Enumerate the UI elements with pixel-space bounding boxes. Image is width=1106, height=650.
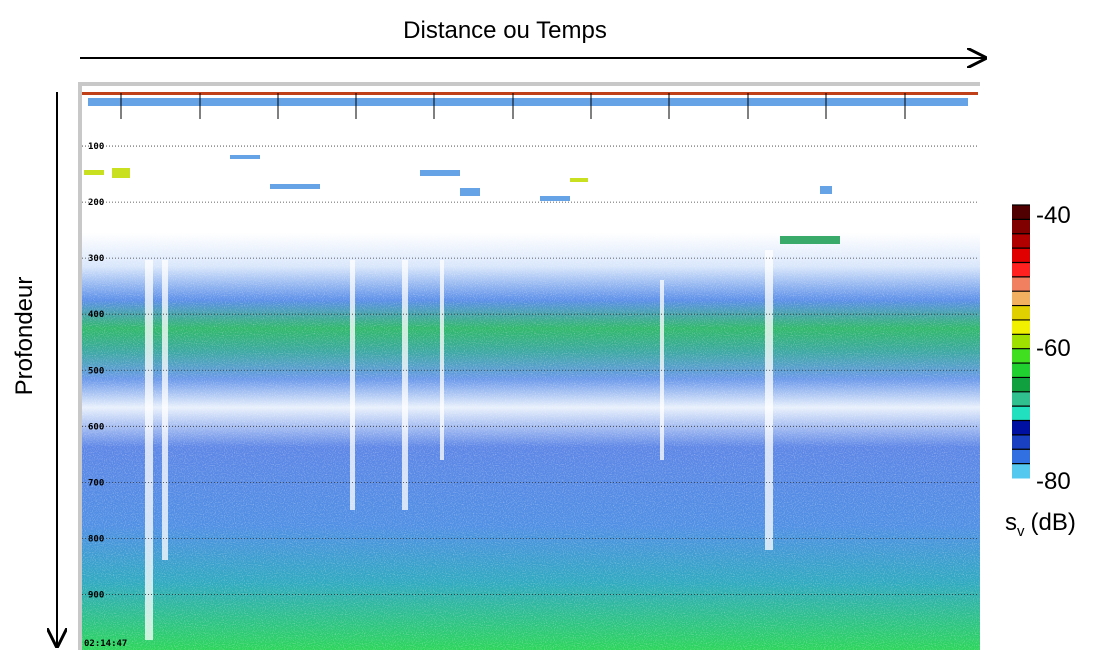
depth-label: 400 [88,310,104,320]
colorbar-swatch [1012,248,1030,263]
depth-label: 700 [88,478,104,488]
colorbar-swatch [1012,449,1030,465]
colorbar-tick-label: -80 [1036,468,1071,495]
colorbar-swatch [1012,420,1030,436]
depth-label: 300 [88,254,104,264]
x-axis-label: Distance ou Temps [403,17,607,44]
depth-label: 600 [88,422,104,432]
colorbar-tick-label: -60 [1036,335,1071,362]
depth-label: 200 [88,198,104,208]
colorbar-swatch [1012,305,1030,321]
colorbar-tick-label: -40 [1036,202,1071,229]
colorbar-swatch [1012,391,1030,407]
colorbar: -40 -60 -80 [1012,202,1071,495]
echogram [78,82,980,650]
colorbar-swatch [1012,348,1030,364]
colorbar-swatch [1012,233,1030,249]
y-axis-label: Profondeur [11,277,38,396]
colorbar-swatch [1012,262,1030,278]
colorbar-swatch [1012,406,1030,422]
colorbar-swatch [1012,377,1030,393]
timestamp: 02:14:47 [84,639,127,649]
colorbar-swatch [1012,334,1030,350]
depth-label: 500 [88,366,104,376]
depth-label: 800 [88,534,104,544]
label-unit: (dB) [1031,509,1076,536]
colorbar-swatch [1012,319,1030,335]
label-sub: v [1017,523,1025,540]
label-main: s [1005,509,1017,536]
colorbar-swatch [1012,276,1030,292]
colorbar-swatch [1012,219,1030,235]
depth-label: 100 [88,142,104,152]
colorbar-swatch [1012,463,1030,479]
depth-scale: 100 200 300 400 500 600 700 800 900 [82,142,978,600]
colorbar-swatch [1012,291,1030,307]
depth-label: 900 [88,590,104,600]
colorbar-swatch [1012,205,1030,220]
colorbar-swatch [1012,363,1030,378]
colorbar-label: sv (dB) [1005,509,1076,540]
colorbar-swatch [1012,434,1030,450]
